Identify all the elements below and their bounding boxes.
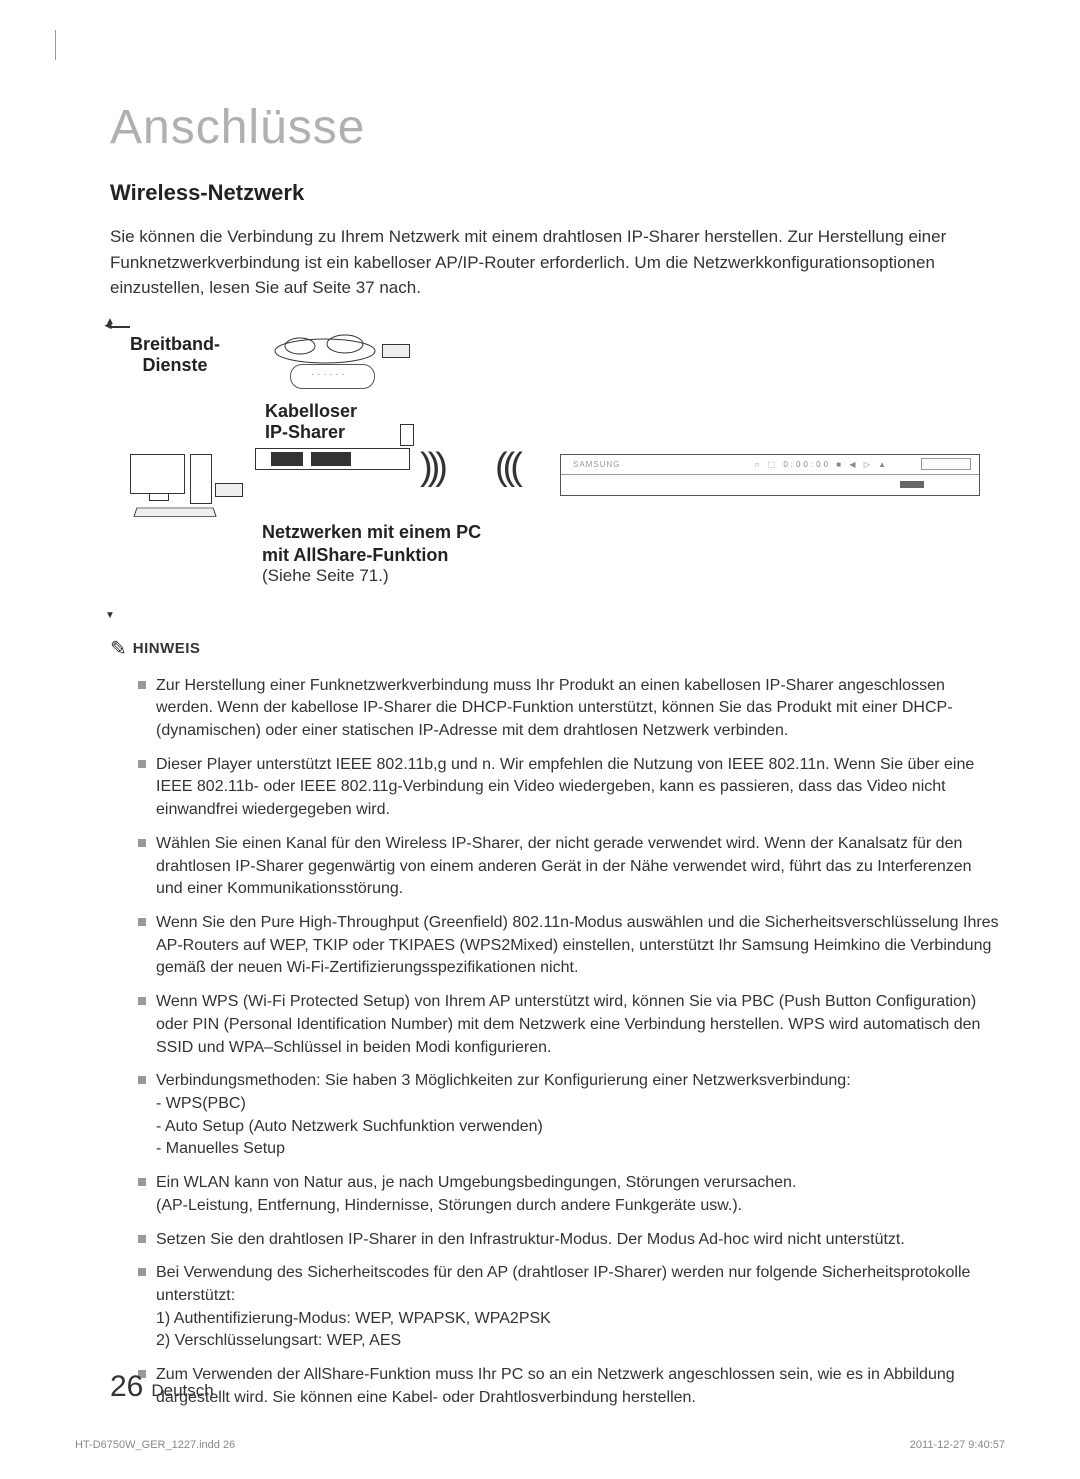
router-icon [290,364,375,389]
section-title: Wireless-Netzwerk [110,180,1000,206]
print-file: HT-D6750W_GER_1227.indd 26 [75,1439,235,1451]
network-diagram: Breitband- Dienste Kabelloser IP-Sharer … [110,326,1000,611]
hinweis-header: ✎ HINWEIS [110,636,1000,661]
modem-icon [215,483,243,497]
modem-icon [382,344,410,358]
intro-text: Sie können die Verbindung zu Ihrem Netzw… [110,224,1000,301]
receiver-device-icon: SAMSUNG ○ ⬚ 0:00:00 ■ ◀ ▷ ▲ [560,454,980,496]
antenna-icon [400,424,414,446]
note-icon: ✎ [110,636,127,661]
chapter-title: Anschlüsse [110,100,1000,155]
hinweis-label: HINWEIS [133,640,201,657]
note-item: Wenn WPS (Wi-Fi Protected Setup) von Ihr… [138,991,1000,1059]
note-item: Zum Verwenden der AllShare-Funktion muss… [138,1364,1000,1409]
wireless-signal-icon: ((( [495,446,518,489]
page-number: 26 [110,1370,143,1404]
pc-icon [130,454,185,494]
arrow-icon [110,328,1000,388]
label-kabelloser: Kabelloser IP-Sharer [265,401,357,443]
print-time: 2011-12-27 9:40:57 [910,1439,1005,1451]
cloud-icon [270,331,380,366]
print-footer: HT-D6750W_GER_1227.indd 26 2011-12-27 9:… [75,1439,1005,1451]
notes-list: Zur Herstellung einer Funknetzwerkverbin… [110,675,1000,1410]
ip-sharer-icon [255,448,410,470]
note-item: Verbindungsmethoden: Sie haben 3 Möglich… [138,1070,1000,1161]
page-footer: 26 Deutsch [110,1370,214,1404]
note-item: Wählen Sie einen Kanal für den Wireless … [138,833,1000,901]
note-item: Wenn Sie den Pure High-Throughput (Green… [138,912,1000,980]
label-breitband: Breitband- Dienste [130,334,220,376]
note-item: Bei Verwendung des Sicherheitscodes für … [138,1262,1000,1353]
wireless-signal-icon: ))) [420,446,443,489]
note-item: Zur Herstellung einer Funknetzwerkverbin… [138,675,1000,743]
note-item: Setzen Sie den drahtlosen IP-Sharer in d… [138,1229,1000,1252]
note-item: Dieser Player unterstützt IEEE 802.11b,g… [138,754,1000,822]
page-language: Deutsch [151,1381,213,1401]
label-netzwerken: Netzwerken mit einem PC mit AllShare-Fun… [262,521,481,568]
note-item: Ein WLAN kann von Natur aus, je nach Umg… [138,1172,1000,1217]
label-siehe: (Siehe Seite 71.) [262,566,389,586]
